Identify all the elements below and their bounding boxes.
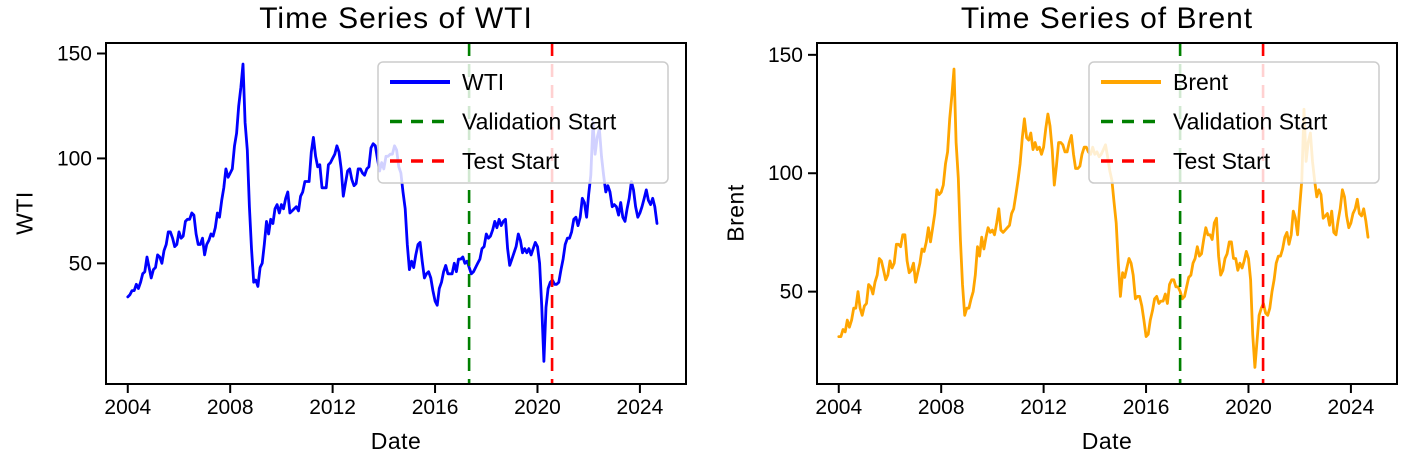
x-tick-label: 2012 [309, 396, 356, 419]
x-tick-label: 2020 [514, 396, 561, 419]
y-tick-label: 100 [57, 147, 92, 170]
brent-chart-title: Time Series of Brent [960, 2, 1254, 35]
y-tick-label: 50 [69, 252, 92, 275]
axes-spines [816, 42, 1398, 385]
legend: Brent Validation Start Test Start [1088, 61, 1380, 184]
wti-plot-area: 2004 2008 2012 2016 2020 2024 50 100 150 WTI Valid… [57, 42, 687, 419]
legend: WTI Validation Start Test Start [377, 61, 669, 184]
brent-xaxis-label: Date [1081, 428, 1133, 454]
wti-xaxis-label: Date [370, 428, 422, 454]
y-tick-label: 150 [768, 44, 803, 67]
x-tick-label: 2012 [1020, 396, 1067, 419]
x-tick-label: 2024 [1328, 396, 1375, 419]
x-tick-label: 2020 [1225, 396, 1272, 419]
legend-label-test-start: Test Start [462, 148, 560, 174]
x-tick-label: 2024 [617, 396, 664, 419]
x-tick-label: 2004 [104, 396, 151, 419]
wti-chart-title: Time Series of WTI [259, 2, 533, 35]
x-tick-label: 2016 [412, 396, 459, 419]
y-tick-label: 100 [768, 162, 803, 185]
x-tick-label: 2016 [1123, 396, 1170, 419]
brent-yaxis-label: Brent [722, 184, 749, 242]
x-tick-label: 2004 [815, 396, 862, 419]
legend-label-test-start: Test Start [1173, 148, 1271, 174]
x-tick-label: 2008 [918, 396, 965, 419]
legend-label-brent: Brent [1173, 69, 1229, 95]
brent-plot-area: 2004 2008 2012 2016 2020 2024 50 100 150 Brent Val… [768, 42, 1398, 419]
y-tick-label: 50 [780, 281, 803, 304]
x-tick-label: 2008 [207, 396, 254, 419]
legend-label-wti: WTI [462, 69, 504, 95]
y-tick-label: 150 [57, 42, 92, 65]
wti-yaxis-label: WTI [11, 191, 38, 235]
legend-box [1088, 61, 1380, 184]
legend-box [377, 61, 669, 184]
axes-spines [105, 42, 687, 385]
legend-label-validation-start: Validation Start [462, 109, 617, 135]
legend-label-validation-start: Validation Start [1173, 109, 1328, 135]
